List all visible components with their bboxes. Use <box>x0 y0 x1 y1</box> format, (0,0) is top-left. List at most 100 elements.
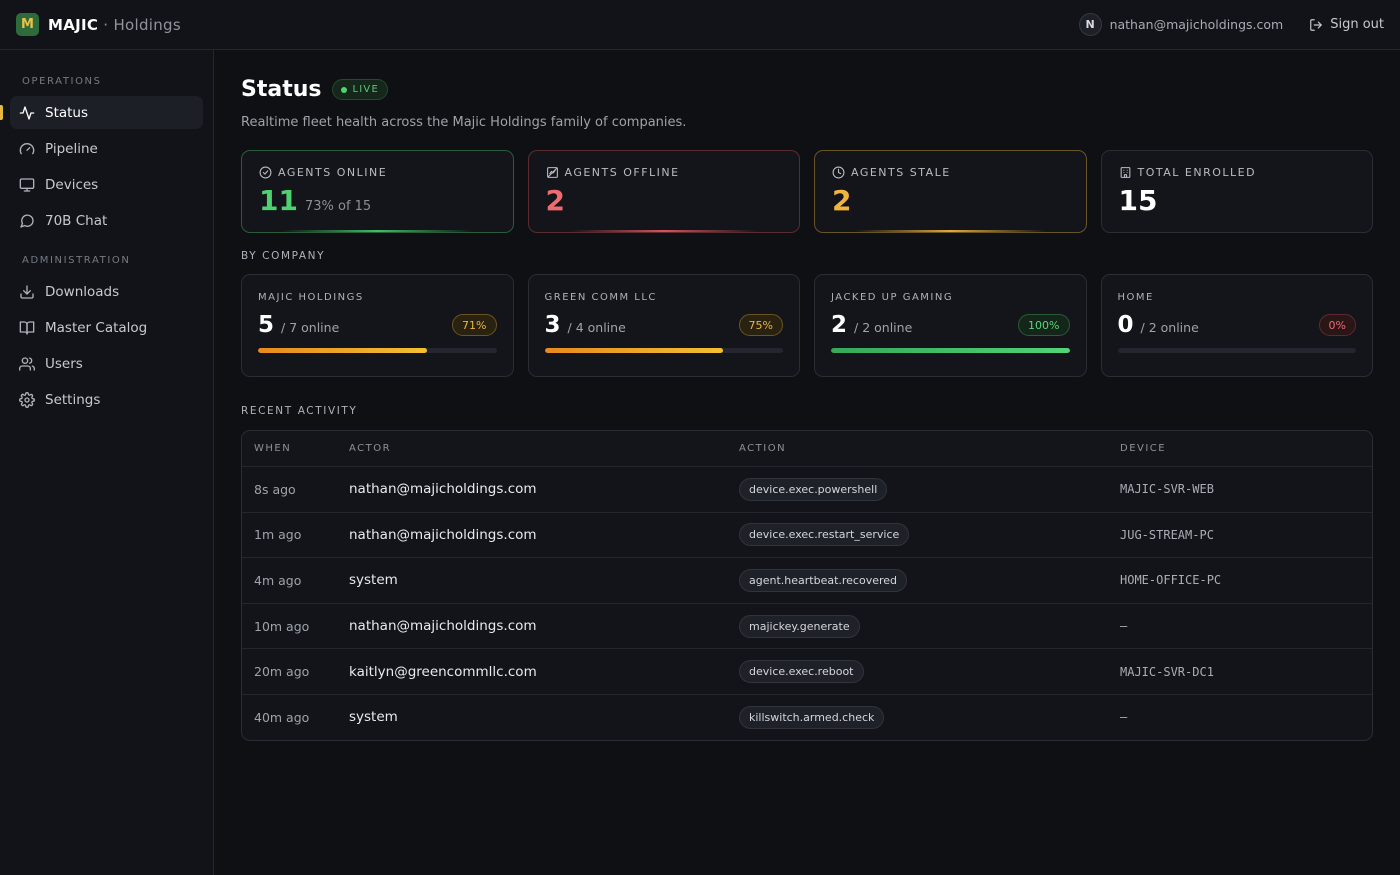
page-title: Status <box>241 77 322 102</box>
table-row[interactable]: 8s ago nathan@majicholdings.com device.e… <box>242 466 1372 512</box>
nav-section-operations: OPERATIONS <box>22 76 102 87</box>
top-header: M MAJIC · Holdings N nathan@majicholding… <box>0 0 1400 50</box>
company-online-total: / 2 online <box>854 319 913 335</box>
user-email: nathan@majicholdings.com <box>1109 17 1284 32</box>
cell-action: device.exec.reboot <box>739 660 1120 684</box>
cell-device: HOME-OFFICE-PC <box>1120 573 1222 588</box>
cell-device: MAJIC-SVR-DC1 <box>1120 664 1214 679</box>
activity-icon <box>19 105 35 120</box>
avatar[interactable]: N <box>1078 13 1102 36</box>
stat-label-text: AGENTS STALE <box>851 166 951 179</box>
header-user-area: N nathan@majicholdings.com Sign out <box>1078 13 1384 36</box>
monitor-icon <box>19 177 35 192</box>
cell-when: 10m ago <box>254 618 310 634</box>
cell-action: device.exec.restart_service <box>739 523 1120 547</box>
table-row[interactable]: 4m ago system agent.heartbeat.recovered … <box>242 557 1372 603</box>
company-name: MAJIC HOLDINGS <box>258 292 364 303</box>
sidebar-item-70b-chat[interactable]: 70B Chat <box>10 204 203 237</box>
table-row[interactable]: 10m ago nathan@majicholdings.com majicke… <box>242 602 1372 649</box>
company-progress-track <box>831 348 1070 353</box>
company-percent-badge: 0% <box>1318 314 1356 336</box>
company-card-home[interactable]: HOME 0 / 2 online 0% <box>1100 274 1373 377</box>
stat-card-agents-online: AGENTS ONLINE 11 73% of 15 <box>241 150 514 233</box>
sidebar-item-status[interactable]: Status <box>0 96 203 129</box>
recent-activity-heading: RECENT ACTIVITY <box>241 405 358 417</box>
gauge-icon <box>19 142 35 154</box>
stat-label-text: TOTAL ENROLLED <box>1137 166 1257 179</box>
cell-when: 1m ago <box>254 527 302 543</box>
stat-label: AGENTS OFFLINE <box>546 166 783 179</box>
check-circle-icon <box>259 166 272 179</box>
download-icon <box>20 284 34 299</box>
company-progress-fill <box>258 348 428 353</box>
sidebar-item-label: Downloads <box>45 283 120 300</box>
brand-main: MAJIC <box>48 15 99 34</box>
cell-when: 40m ago <box>254 709 310 725</box>
chat-icon <box>20 214 34 228</box>
sidebar-item-label: Master Catalog <box>45 319 148 336</box>
company-online-total: / 2 online <box>1140 319 1199 335</box>
stat-label-text: AGENTS OFFLINE <box>564 166 680 179</box>
sidebar-item-settings[interactable]: Settings <box>10 383 203 416</box>
sidebar-item-label: Pipeline <box>45 140 98 157</box>
cell-actor: system <box>349 709 398 726</box>
company-online-total: / 7 online <box>281 319 340 335</box>
stat-value-row: 2 <box>832 184 1069 217</box>
cell-when: 8s ago <box>254 481 296 497</box>
company-percent-badge: 75% <box>738 314 783 336</box>
sidebar-item-master-catalog[interactable]: Master Catalog <box>10 311 203 344</box>
sidebar-item-label: Users <box>45 355 83 372</box>
table-row[interactable]: 40m ago system killswitch.armed.check – <box>242 693 1372 740</box>
table-row[interactable]: 1m ago nathan@majicholdings.com device.e… <box>242 511 1372 558</box>
stat-value: 15 <box>1118 184 1158 217</box>
stat-label: AGENTS ONLINE <box>259 166 496 179</box>
company-card-jacked-up-gaming[interactable]: JACKED UP GAMING 2 / 2 online 100% <box>814 274 1087 377</box>
table-header: WHEN ACTOR ACTION DEVICE <box>242 431 1372 466</box>
company-card-majic-holdings[interactable]: MAJIC HOLDINGS 5 / 7 online 71% <box>241 274 514 377</box>
sidebar-item-downloads[interactable]: Downloads <box>10 275 203 308</box>
company-online-count: 5 <box>258 312 275 338</box>
brand-name[interactable]: MAJIC · Holdings <box>48 16 181 34</box>
sidebar-item-label: 70B Chat <box>45 212 108 229</box>
sidebar: OPERATIONS Status Pipeline Devices 70B C… <box>0 50 214 875</box>
action-chip: killswitch.armed.check <box>739 705 885 729</box>
stat-label: TOTAL ENROLLED <box>1119 166 1356 179</box>
sidebar-item-pipeline[interactable]: Pipeline <box>10 132 203 165</box>
stat-value-row: 15 <box>1119 184 1356 217</box>
company-name: JACKED UP GAMING <box>831 292 954 303</box>
offline-icon <box>546 167 558 178</box>
cell-device: MAJIC-SVR-WEB <box>1120 482 1214 497</box>
company-progress-fill <box>544 348 724 353</box>
logo[interactable]: M <box>16 13 39 36</box>
stat-value-row: 2 <box>546 184 783 217</box>
building-icon <box>1120 167 1130 178</box>
cell-action: majickey.generate <box>739 614 1120 638</box>
stat-card-total-enrolled: TOTAL ENROLLED 15 <box>1100 150 1373 233</box>
sidebar-item-users[interactable]: Users <box>10 347 203 380</box>
company-progress-track <box>258 348 497 353</box>
cell-device: – <box>1120 710 1128 725</box>
sidebar-item-devices[interactable]: Devices <box>10 168 203 201</box>
sign-out-button[interactable]: Sign out <box>1309 17 1384 32</box>
users-icon <box>19 356 35 371</box>
cell-actor: kaitlyn@greencommllc.com <box>349 663 537 680</box>
action-chip: device.exec.restart_service <box>739 523 910 547</box>
sidebar-item-label: Status <box>45 104 89 121</box>
stat-value-row: 11 73% of 15 <box>259 184 496 217</box>
action-chip: agent.heartbeat.recovered <box>739 568 908 592</box>
company-progress-track <box>1117 348 1356 353</box>
title-row: Status LIVE <box>241 77 1373 102</box>
column-header-when: WHEN <box>254 443 292 454</box>
company-online-count: 0 <box>1117 312 1134 338</box>
activity-table: WHEN ACTOR ACTION DEVICE 8s ago nathan@m… <box>241 430 1373 741</box>
cell-when: 4m ago <box>254 572 302 588</box>
live-label: LIVE <box>352 84 379 95</box>
table-row[interactable]: 20m ago kaitlyn@greencommllc.com device.… <box>242 648 1372 694</box>
action-chip: device.exec.reboot <box>739 660 864 684</box>
live-dot-icon <box>341 86 348 93</box>
company-card-green-comm-llc[interactable]: GREEN COMM LLC 3 / 4 online 75% <box>527 274 800 377</box>
company-progress-track <box>544 348 783 353</box>
nav-section-administration: ADMINISTRATION <box>22 255 131 266</box>
main-content: Status LIVE Realtime fleet health across… <box>241 50 1373 741</box>
company-percent-badge: 100% <box>1018 314 1070 336</box>
